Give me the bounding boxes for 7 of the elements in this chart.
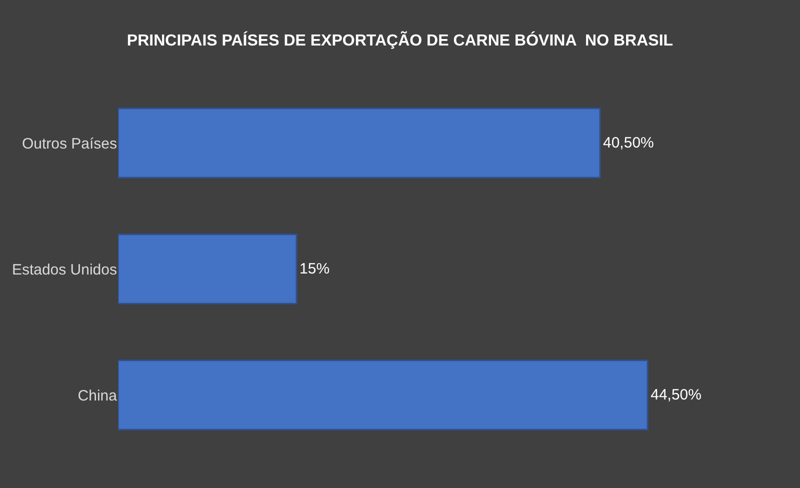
y-tick-label: China — [78, 387, 118, 404]
data-label: 40,50% — [603, 134, 654, 152]
data-label: 44,50% — [650, 386, 702, 404]
y-tick-label: Estados Unidos — [12, 261, 117, 278]
chart-title: PRINCIPAIS PAÍSES DE EXPORTAÇÃO DE CARNE BÓVINA NO BRASIL — [126, 30, 674, 50]
y-tick-label: Outros Países — [22, 135, 117, 152]
data-label: 15% — [300, 260, 330, 278]
